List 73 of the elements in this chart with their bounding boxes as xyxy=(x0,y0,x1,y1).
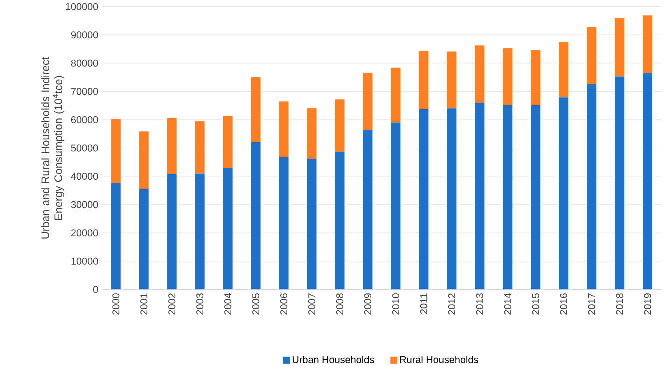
bar xyxy=(223,116,233,168)
x-tick-label: 2012 xyxy=(448,294,456,315)
bar xyxy=(363,73,373,130)
bar xyxy=(587,84,597,290)
x-tick-label: 2014 xyxy=(504,294,512,315)
bar xyxy=(111,120,121,184)
bar xyxy=(251,142,261,290)
y-tick-label: 20000 xyxy=(71,230,98,237)
bar xyxy=(335,152,345,290)
y-tick-label: 70000 xyxy=(71,88,98,96)
y-tick-label: 30000 xyxy=(71,201,98,208)
bar xyxy=(251,78,261,142)
y-tick-label: 100000 xyxy=(66,3,98,10)
x-tick-label: 2006 xyxy=(280,294,288,315)
bar xyxy=(447,108,457,290)
x-tick-label: 2003 xyxy=(196,294,204,315)
bar xyxy=(391,122,401,290)
legend-label: Urban Households xyxy=(292,356,374,364)
bar xyxy=(335,100,345,152)
bar xyxy=(531,106,541,290)
y-tick-label: 50000 xyxy=(71,144,98,152)
x-tick-label: 2011 xyxy=(420,294,428,314)
bar xyxy=(615,18,625,77)
bar xyxy=(531,50,541,106)
x-tick-label: 2004 xyxy=(224,294,232,315)
bar xyxy=(391,68,401,123)
bar xyxy=(615,76,625,290)
y-tick-label: 10000 xyxy=(72,258,98,265)
bar xyxy=(195,174,205,290)
bar xyxy=(559,98,569,290)
bar xyxy=(139,190,149,290)
bar xyxy=(223,168,233,290)
y-tick-label: 90000 xyxy=(71,32,98,39)
x-tick-label: 2000 xyxy=(112,294,120,315)
y-tick-label: 80000 xyxy=(71,60,98,68)
x-tick-label: 2007 xyxy=(308,294,316,315)
bar xyxy=(475,46,485,104)
bar xyxy=(111,183,121,290)
bar xyxy=(559,42,569,98)
y-tick-label: 60000 xyxy=(71,116,98,124)
bar xyxy=(139,132,149,190)
bar xyxy=(419,51,429,110)
bar xyxy=(419,110,429,290)
bar xyxy=(307,159,317,290)
y-tick-label: 0 xyxy=(93,286,98,294)
x-tick-label: 2016 xyxy=(560,294,568,315)
bar xyxy=(587,28,597,84)
bar xyxy=(279,102,289,158)
bar xyxy=(307,108,317,160)
legend-label: Rural Households xyxy=(400,356,478,364)
bar xyxy=(363,130,373,290)
bar xyxy=(475,103,485,290)
x-tick-label: 2009 xyxy=(364,294,372,315)
x-tick-label: 2017 xyxy=(588,294,596,315)
bar xyxy=(447,52,457,109)
x-tick-label: 2005 xyxy=(252,294,260,315)
x-tick-label: 2010 xyxy=(392,294,400,315)
bar xyxy=(167,118,177,175)
x-tick-label: 2002 xyxy=(168,294,176,315)
bar xyxy=(643,73,653,290)
x-tick-label: 2015 xyxy=(532,294,540,315)
bar xyxy=(503,105,513,290)
x-tick-label: 2018 xyxy=(616,294,624,315)
x-tick-label: 2001 xyxy=(140,294,148,315)
x-tick-label: 2013 xyxy=(476,294,484,315)
x-tick-label: 2019 xyxy=(644,294,652,315)
bar xyxy=(643,16,653,74)
bar xyxy=(503,48,513,106)
x-tick-label: 2008 xyxy=(336,294,344,315)
bar xyxy=(195,121,205,174)
y-tick-label: 40000 xyxy=(71,173,98,180)
bar xyxy=(279,157,289,290)
bar xyxy=(167,174,177,290)
